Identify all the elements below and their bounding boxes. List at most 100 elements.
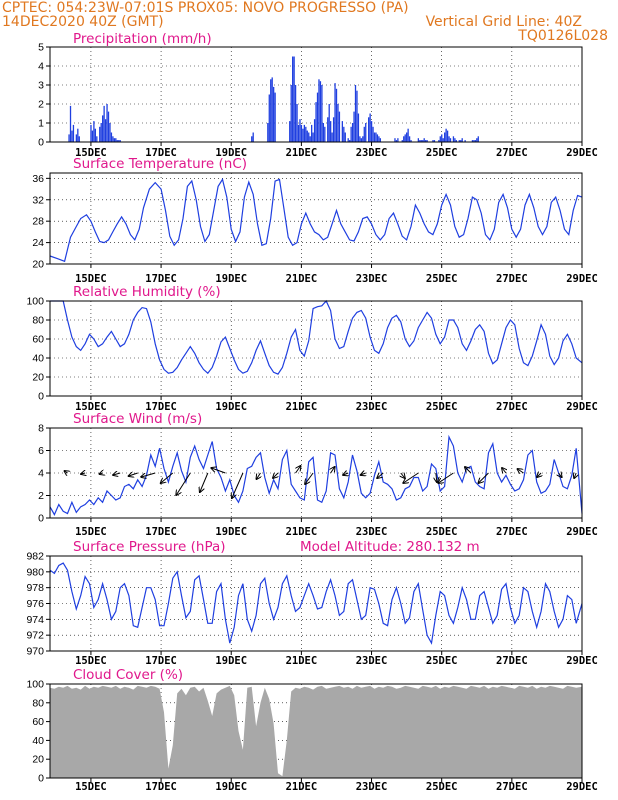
wind-arrow (200, 472, 209, 492)
temperature-xtick-label: 19DEC (215, 273, 247, 285)
wind-arrow (537, 473, 541, 477)
precip-bar (106, 104, 108, 142)
wind-ytick-label: 6 (38, 445, 44, 457)
precip-bar (432, 140, 434, 142)
humidity-xtick-label: 15DEC (75, 401, 107, 413)
temperature-xtick-label: 17DEC (145, 273, 177, 285)
temperature-xtick-label: 15DEC (75, 273, 107, 285)
run-date: 14DEC2020 40Z (GMT) (2, 14, 164, 30)
precip-bar (375, 132, 377, 142)
wind-arrow (559, 473, 562, 477)
precip-bar (473, 140, 475, 142)
precip-bar (119, 140, 121, 142)
pressure-ytick-label: 974 (26, 614, 44, 626)
precip-bar (476, 138, 478, 142)
precip-bar (368, 117, 370, 142)
humidity-ytick-label: 80 (32, 315, 44, 327)
cloud-cover-ytick-label: 40 (32, 735, 44, 747)
temperature-xtick-label: 21DEC (286, 273, 318, 285)
precip-bar (296, 104, 298, 142)
precip-bar (464, 140, 466, 142)
temperature-ytick-label: 32 (32, 194, 44, 206)
wind-ytick-label: 2 (38, 490, 44, 502)
wind-arrow (574, 473, 576, 478)
cloud-cover-ytick-label: 20 (32, 754, 44, 766)
cloud-cover-xtick-label: 17DEC (145, 781, 177, 793)
precip-bar (324, 126, 326, 142)
wind-xtick-label: 15DEC (75, 526, 107, 538)
pressure-xtick-label: 23DEC (356, 655, 388, 667)
precip-bar (359, 136, 361, 142)
precip-bar (268, 94, 270, 142)
header: CPTEC: 054:23W-07:01S PROX05: NOVO PROGR… (2, 0, 608, 44)
precip-bar (344, 132, 346, 142)
cloud-cover-frame (49, 683, 583, 779)
wind-arrow (176, 472, 191, 495)
precip-bar (408, 136, 411, 142)
pressure-xtick-label: 19DEC (215, 655, 247, 667)
precip-bar (433, 140, 436, 142)
precip-bar (360, 138, 363, 142)
pressure-xtick-label: 17DEC (145, 655, 177, 667)
precip-bar (369, 113, 371, 142)
grid-line-label: Vertical Grid Line: 40Z (426, 14, 582, 30)
precip-bar (403, 136, 405, 142)
cloud-cover-ytick-label: 60 (32, 716, 44, 728)
precipitation-xtick-label: 29DEC (566, 147, 598, 159)
precip-bar (343, 126, 345, 142)
temperature-title: Surface Temperature (nC) (73, 156, 247, 172)
wind-title: Surface Wind (m/s) (73, 411, 202, 427)
humidity-ytick-label: 60 (32, 334, 44, 346)
humidity-xtick-label: 27DEC (496, 401, 528, 413)
precip-bar (302, 128, 304, 142)
precipitation-frame (49, 46, 583, 143)
precip-bar (446, 130, 449, 142)
humidity-xtick-label: 21DEC (286, 401, 318, 413)
wind-arrow (129, 473, 138, 476)
precip-bar (330, 121, 332, 142)
precip-bar (112, 136, 114, 142)
precip-bar (297, 124, 300, 142)
precip-bar (363, 126, 365, 142)
precip-bar (455, 140, 458, 142)
pressure-ytick-label: 982 (26, 551, 44, 563)
precipitation-ytick-label: 2 (38, 99, 44, 111)
precip-bar (68, 134, 70, 142)
humidity-xtick-label: 25DEC (426, 401, 458, 413)
precip-bar (312, 132, 314, 142)
cloud-cover-panel: 0 20 40 60 80 100 15DEC 17DEC 19DEC 21DEC 23DEC 25D… (26, 667, 597, 793)
precip-bar (109, 123, 111, 142)
precip-bar (69, 105, 72, 142)
wind-arrow (343, 473, 348, 475)
precip-bar (322, 123, 325, 142)
pressure-xtick-label: 27DEC (496, 655, 528, 667)
precip-bar (376, 134, 379, 142)
panels: 0 1 2 3 4 5 15DEC 17DEC 19DEC 21DEC 23DEC 25DEC 27DE… (26, 31, 597, 793)
precip-bar (460, 140, 462, 142)
precip-bar (289, 121, 291, 142)
precip-bar (445, 128, 447, 142)
precipitation-xtick-label: 15DEC (75, 147, 107, 159)
precip-bar (410, 140, 412, 142)
wind-arrow (518, 469, 524, 473)
precipitation-title: Precipitation (mm/h) (73, 31, 212, 47)
wind-arrow (295, 466, 301, 474)
wind-panel: 0 2 4 6 8 15DEC 17DEC 19DEC 21DEC 23DEC 25DEC 27DEC… (38, 411, 598, 538)
precip-bar (315, 102, 317, 142)
precip-bar (448, 136, 450, 142)
cloud-cover-ytick-label: 100 (26, 679, 44, 691)
precip-bar (293, 56, 295, 142)
cloud-cover-ytick-label: 80 (32, 697, 44, 709)
precipitation-ytick-label: 1 (38, 118, 44, 130)
station-line: CPTEC: 054:23W-07:01S PROX05: NOVO PROGR… (2, 0, 409, 16)
precip-bar (102, 115, 104, 142)
precip-bar (406, 132, 408, 142)
wind-arrow (401, 473, 405, 478)
wind-arrow (377, 473, 384, 478)
precip-bar (331, 132, 333, 142)
precip-bar (442, 138, 444, 142)
cloud-cover-xtick-label: 25DEC (426, 781, 458, 793)
precip-bar (420, 140, 422, 142)
